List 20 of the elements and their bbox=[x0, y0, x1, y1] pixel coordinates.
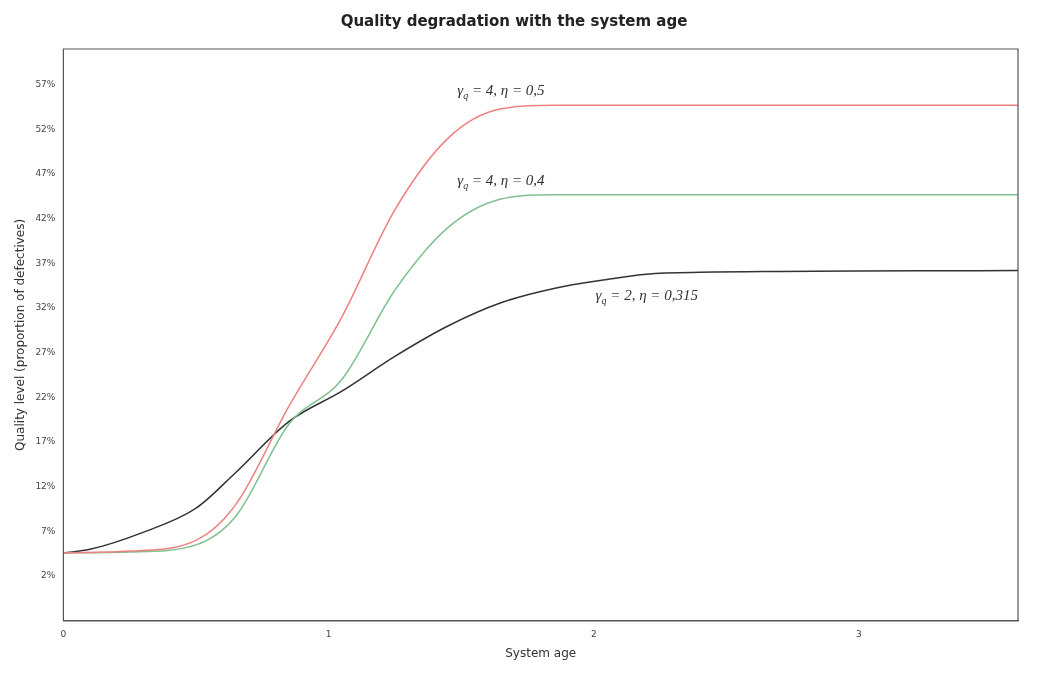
chart-title: Quality degradation with the system age bbox=[340, 11, 688, 30]
y-tick-label: 57% bbox=[35, 79, 56, 90]
x-axis-title: System age bbox=[505, 645, 577, 660]
x-tick-label: 2 bbox=[590, 628, 597, 639]
y-tick-label: 42% bbox=[35, 213, 56, 224]
y-axis-title: Quality level (proportion of defectives) bbox=[13, 218, 28, 451]
y-tick-label: 52% bbox=[35, 123, 56, 134]
y-tick-label: 47% bbox=[35, 168, 56, 179]
y-tick-label: 37% bbox=[35, 257, 56, 268]
y-tick-label: 2% bbox=[41, 570, 56, 581]
y-tick-label: 7% bbox=[41, 525, 56, 536]
line-series bbox=[63, 104, 1018, 554]
y-tick-label: 22% bbox=[35, 391, 56, 402]
y-tick-label: 27% bbox=[35, 347, 56, 358]
x-tick-label: 1 bbox=[325, 628, 332, 639]
y-tick-label: 17% bbox=[35, 436, 56, 447]
x-tick-label: 0 bbox=[60, 628, 67, 639]
y-tick-label: 12% bbox=[35, 481, 56, 492]
x-tick-label: 3 bbox=[856, 628, 862, 639]
y-tick-label: 32% bbox=[35, 302, 56, 313]
